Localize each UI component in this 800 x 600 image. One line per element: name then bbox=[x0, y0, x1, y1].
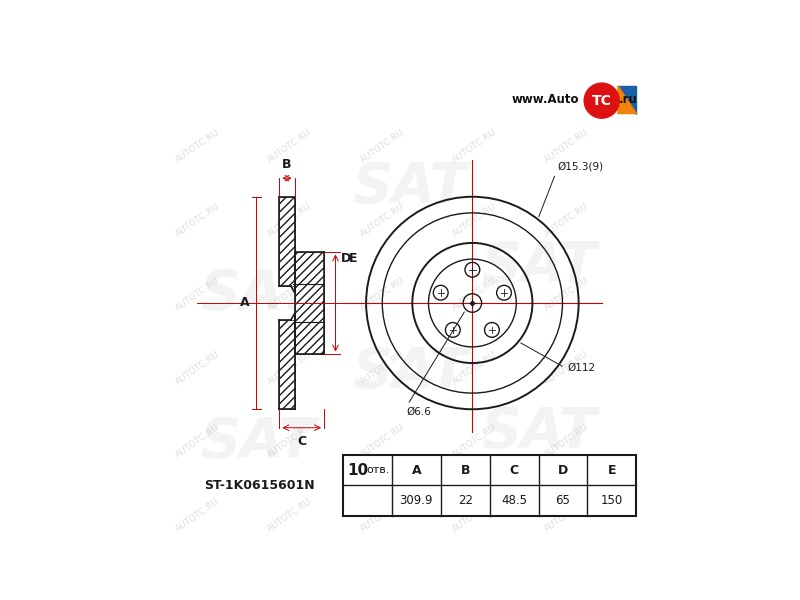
Text: SAT: SAT bbox=[482, 239, 597, 293]
Text: AUTOTC.RU: AUTOTC.RU bbox=[174, 202, 222, 238]
Text: SAT: SAT bbox=[352, 346, 468, 400]
Text: AUTOTC.RU: AUTOTC.RU bbox=[358, 423, 406, 460]
Polygon shape bbox=[618, 86, 636, 113]
Text: TC: TC bbox=[592, 94, 612, 107]
Text: AUTOTC.RU: AUTOTC.RU bbox=[543, 127, 591, 164]
Text: AUTOTC.RU: AUTOTC.RU bbox=[174, 275, 222, 312]
Text: C: C bbox=[510, 464, 518, 477]
Text: E: E bbox=[608, 464, 616, 477]
Text: B: B bbox=[461, 464, 470, 477]
Text: AUTOTC.RU: AUTOTC.RU bbox=[451, 202, 498, 238]
Text: AUTOTC.RU: AUTOTC.RU bbox=[451, 423, 498, 460]
Text: AUTOTC.RU: AUTOTC.RU bbox=[543, 423, 591, 460]
Text: E: E bbox=[349, 251, 357, 265]
Text: SAT: SAT bbox=[200, 267, 315, 321]
Circle shape bbox=[584, 83, 619, 118]
Text: D: D bbox=[341, 251, 351, 265]
Text: Ø112: Ø112 bbox=[567, 362, 595, 373]
Text: AUTOTC.RU: AUTOTC.RU bbox=[451, 497, 498, 534]
Bar bbox=[294, 251, 324, 355]
Text: AUTOTC.RU: AUTOTC.RU bbox=[174, 349, 222, 386]
Text: AUTOTC.RU: AUTOTC.RU bbox=[266, 202, 314, 238]
Text: AUTOTC.RU: AUTOTC.RU bbox=[451, 275, 498, 312]
Text: AUTOTC.RU: AUTOTC.RU bbox=[543, 349, 591, 386]
Text: .ru: .ru bbox=[619, 93, 638, 106]
Text: www.Auto: www.Auto bbox=[512, 93, 579, 106]
Text: SAT: SAT bbox=[200, 415, 315, 469]
Text: AUTOTC.RU: AUTOTC.RU bbox=[451, 127, 498, 164]
Text: SAT: SAT bbox=[352, 160, 468, 214]
Text: AUTOTC.RU: AUTOTC.RU bbox=[266, 497, 314, 534]
Text: AUTOTC.RU: AUTOTC.RU bbox=[266, 349, 314, 386]
Text: SAT: SAT bbox=[482, 406, 597, 460]
Text: AUTOTC.RU: AUTOTC.RU bbox=[358, 497, 406, 534]
Text: AUTOTC.RU: AUTOTC.RU bbox=[451, 349, 498, 386]
Text: D: D bbox=[558, 464, 568, 477]
Text: AUTOTC.RU: AUTOTC.RU bbox=[174, 497, 222, 534]
Text: AUTOTC.RU: AUTOTC.RU bbox=[266, 127, 314, 164]
Bar bbox=[279, 320, 294, 409]
Text: AUTOTC.RU: AUTOTC.RU bbox=[543, 497, 591, 534]
Text: 48.5: 48.5 bbox=[501, 494, 527, 507]
Text: AUTOTC.RU: AUTOTC.RU bbox=[358, 202, 406, 238]
Text: 65: 65 bbox=[555, 494, 570, 507]
Text: AUTOTC.RU: AUTOTC.RU bbox=[266, 423, 314, 460]
Text: AUTOTC.RU: AUTOTC.RU bbox=[174, 127, 222, 164]
Text: C: C bbox=[297, 434, 306, 448]
Text: AUTOTC.RU: AUTOTC.RU bbox=[358, 349, 406, 386]
Text: отв.: отв. bbox=[366, 466, 390, 475]
Text: 150: 150 bbox=[601, 494, 623, 507]
Polygon shape bbox=[618, 86, 636, 113]
Text: 22: 22 bbox=[458, 494, 473, 507]
Text: Ø15.3(9): Ø15.3(9) bbox=[558, 161, 604, 172]
Text: Ø6.6: Ø6.6 bbox=[406, 407, 432, 417]
Text: AUTOTC.RU: AUTOTC.RU bbox=[266, 275, 314, 312]
Bar bbox=[279, 197, 294, 286]
Text: 309.9: 309.9 bbox=[400, 494, 433, 507]
Text: ST-1K0615601N: ST-1K0615601N bbox=[205, 479, 315, 492]
Text: A: A bbox=[240, 296, 250, 310]
Text: AUTOTC.RU: AUTOTC.RU bbox=[543, 202, 591, 238]
Text: B: B bbox=[282, 158, 292, 172]
Text: AUTOTC.RU: AUTOTC.RU bbox=[174, 423, 222, 460]
Bar bbox=[343, 455, 636, 515]
Text: AUTOTC.RU: AUTOTC.RU bbox=[543, 275, 591, 312]
Text: AUTOTC.RU: AUTOTC.RU bbox=[358, 275, 406, 312]
Text: AUTOTC.RU: AUTOTC.RU bbox=[358, 127, 406, 164]
Text: A: A bbox=[411, 464, 421, 477]
Text: 10: 10 bbox=[347, 463, 368, 478]
